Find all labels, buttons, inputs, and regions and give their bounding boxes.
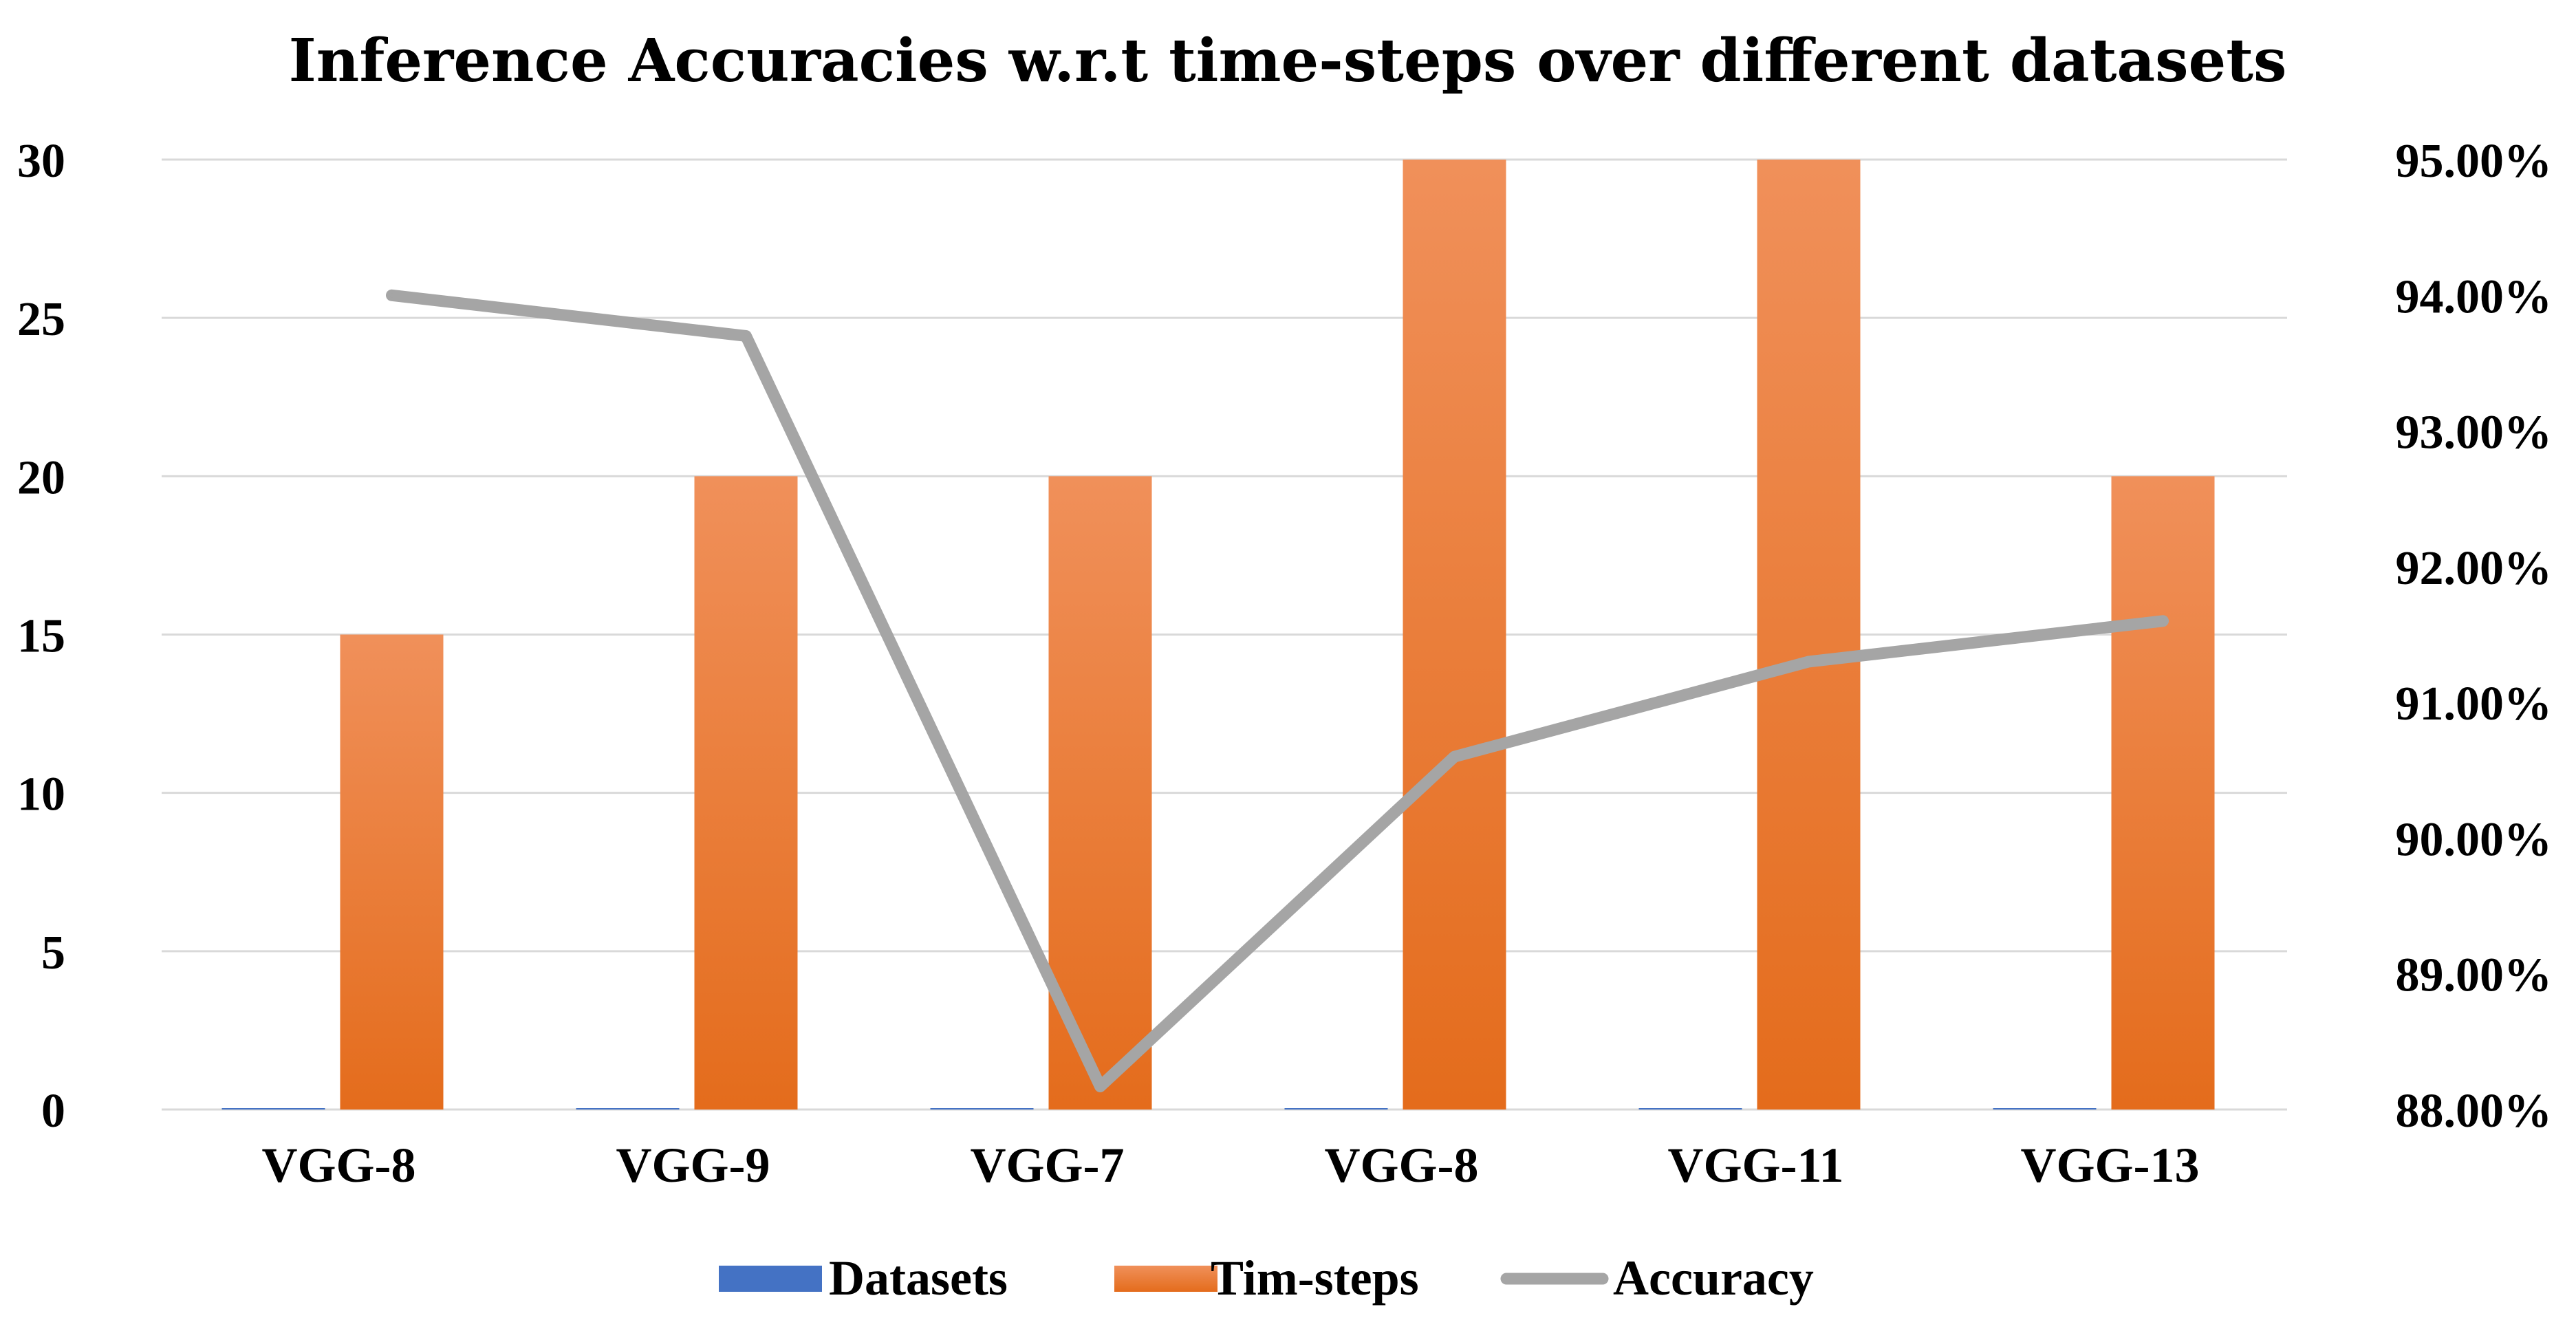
left-tick-label: 20 xyxy=(17,451,65,504)
left-tick-label: 5 xyxy=(41,927,65,980)
legend-label: Tim-steps xyxy=(1211,1251,1419,1306)
accuracy-point xyxy=(1452,755,1457,759)
accuracy-line xyxy=(386,289,2169,1092)
legend-swatch xyxy=(719,1266,822,1292)
left-tick-label: 25 xyxy=(17,293,65,346)
right-tick-label: 92.00% xyxy=(2396,542,2553,595)
accuracy-point xyxy=(2161,618,2165,623)
left-tick-label: 10 xyxy=(17,768,65,821)
legend-label: Accuracy xyxy=(1613,1251,1814,1306)
left-tick-label: 15 xyxy=(17,610,65,663)
right-tick-label: 91.00% xyxy=(2396,678,2553,731)
right-tick-label: 95.00% xyxy=(2396,135,2553,188)
bar-datasets xyxy=(221,1108,325,1110)
bar-tim-steps xyxy=(1757,160,1861,1110)
bar-datasets xyxy=(1993,1108,2097,1110)
left-y-axis: 0 5 10 15 20 25 30 xyxy=(17,135,65,1138)
bar-datasets xyxy=(1284,1108,1388,1110)
legend: Datasets Tim-steps Accuracy xyxy=(719,1251,1814,1306)
bar-datasets xyxy=(1638,1108,1742,1110)
legend-swatch xyxy=(1114,1266,1217,1292)
legend-label: Datasets xyxy=(829,1251,1008,1306)
left-tick-label: 0 xyxy=(41,1085,65,1138)
x-axis: VGG-8 VGG-9 VGG-7 VGG-8 VGG-11 VGG-13 xyxy=(262,1138,2200,1193)
gridlines xyxy=(162,158,2287,1111)
bar-datasets xyxy=(930,1108,1034,1110)
accuracy-point xyxy=(1806,659,1811,664)
accuracy-point xyxy=(744,334,748,338)
category-label: VGG-8 xyxy=(262,1138,416,1193)
right-tick-label: 88.00% xyxy=(2396,1085,2553,1138)
bar-tim-steps xyxy=(694,476,798,1110)
accuracy-point xyxy=(389,293,394,298)
line-series xyxy=(386,289,2169,1092)
category-label: VGG-9 xyxy=(616,1138,770,1193)
bar-datasets xyxy=(576,1108,680,1110)
bar-tim-steps xyxy=(340,634,444,1110)
category-label: VGG-13 xyxy=(2021,1138,2200,1193)
right-tick-label: 90.00% xyxy=(2396,813,2553,866)
right-tick-label: 94.00% xyxy=(2396,270,2553,323)
right-y-axis: 88.00% 89.00% 90.00% 91.00% 92.00% 93.00% 94.0… xyxy=(2396,135,2553,1138)
category-label: VGG-7 xyxy=(971,1138,1125,1193)
left-tick-label: 30 xyxy=(17,135,65,188)
category-label: VGG-11 xyxy=(1667,1138,1843,1193)
bar-tim-steps xyxy=(2111,476,2215,1110)
accuracy-point xyxy=(1098,1084,1103,1089)
chart-title: Inference Accuracies w.r.t time-steps ov… xyxy=(289,26,2287,96)
category-label: VGG-8 xyxy=(1325,1138,1479,1193)
right-tick-label: 89.00% xyxy=(2396,949,2553,1002)
bar-tim-steps xyxy=(1403,160,1506,1110)
bar-series xyxy=(221,160,2215,1110)
right-tick-label: 93.00% xyxy=(2396,407,2553,459)
